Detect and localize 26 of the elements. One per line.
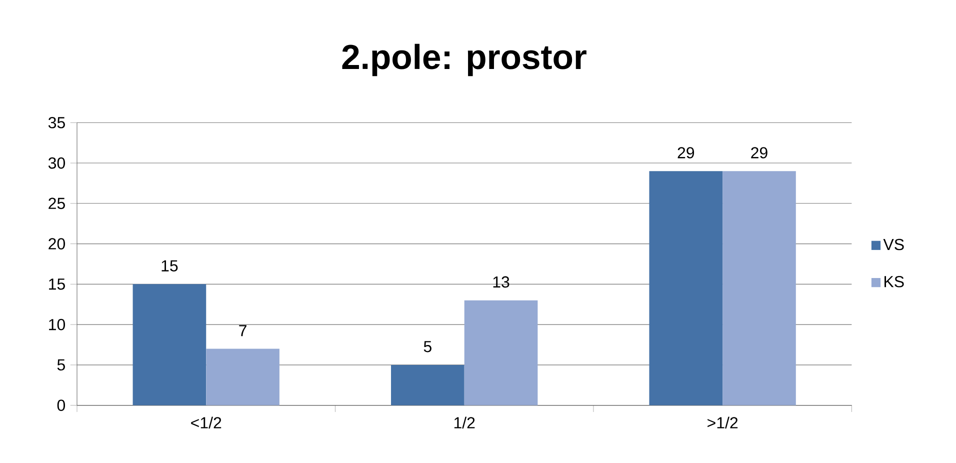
y-tick-label: 25 <box>48 198 65 210</box>
legend-label: VS <box>883 238 904 250</box>
bar <box>132 284 206 406</box>
y-tick-label: 5 <box>57 360 65 371</box>
data-label: 5 <box>424 341 432 352</box>
data-label: 7 <box>239 325 246 336</box>
y-tick-label: 15 <box>49 278 65 290</box>
data-label: 29 <box>751 147 768 159</box>
data-label: 29 <box>678 147 694 159</box>
y-tick-label: 10 <box>49 319 66 330</box>
data-label: 13 <box>493 276 510 288</box>
y-tick-label: 35 <box>48 117 65 128</box>
y-tick-label: 20 <box>48 238 66 250</box>
bar <box>206 348 280 406</box>
bar <box>649 171 723 406</box>
x-tick-label: <1/2 <box>191 416 222 429</box>
bar <box>391 365 464 406</box>
bar <box>722 171 796 406</box>
y-tick-label: 0 <box>57 400 66 412</box>
chart-title: 2.pole: prostor <box>342 44 586 76</box>
y-tick-label: 30 <box>48 158 66 169</box>
legend-label: KS <box>884 276 904 288</box>
x-tick-label: >1/2 <box>708 416 738 429</box>
bar <box>464 300 538 406</box>
x-tick-label: 1/2 <box>454 416 475 429</box>
data-label: 15 <box>162 260 178 272</box>
